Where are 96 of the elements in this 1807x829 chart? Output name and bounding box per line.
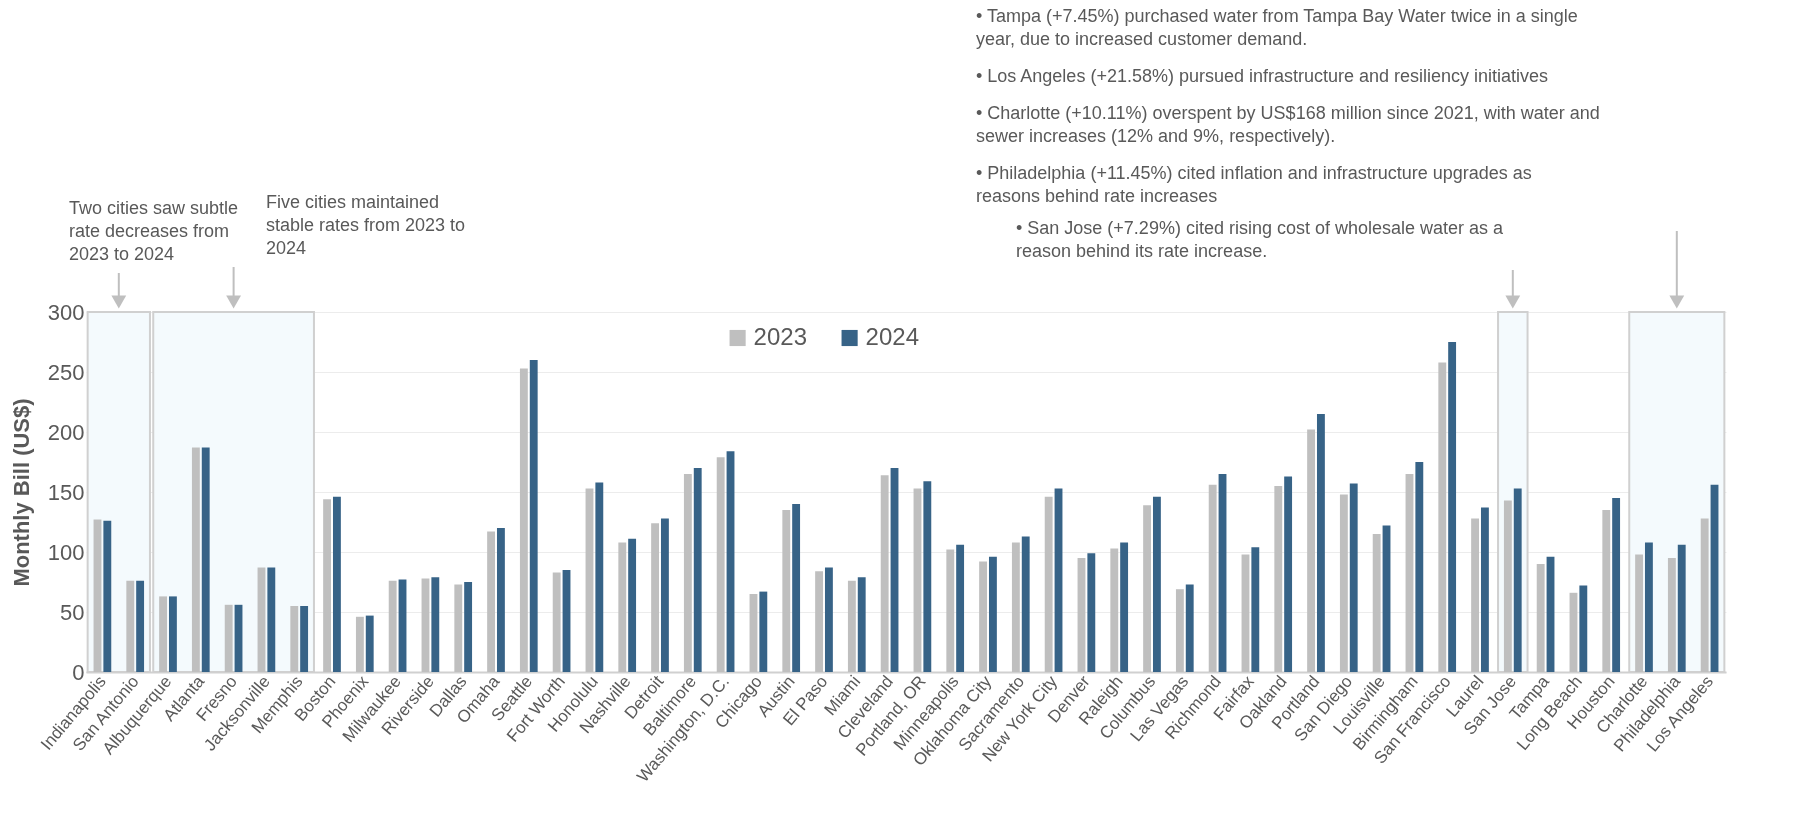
legend-label: 2024 — [865, 323, 919, 350]
bar — [168, 596, 177, 672]
bar — [126, 580, 135, 672]
bar — [946, 549, 955, 672]
bar — [1274, 486, 1283, 672]
bar — [201, 447, 210, 672]
bar — [1448, 342, 1457, 672]
bar — [323, 499, 332, 672]
bar — [267, 567, 276, 672]
text: • Philadelphia (+11.45%) cited inflation and infrastructure upgrades as reasons behind rate increases — [976, 163, 1532, 206]
band-label: Two cities saw subtle rate decreases from 2023 to 2024 — [69, 198, 239, 264]
bar — [1349, 483, 1358, 672]
bar — [332, 496, 341, 672]
bar — [1307, 429, 1316, 672]
bar — [1644, 542, 1653, 672]
y-tick-label: 250 — [47, 359, 85, 385]
bar — [628, 538, 637, 672]
bar — [355, 616, 364, 672]
bar — [1110, 548, 1119, 672]
y-tick-label: 50 — [60, 599, 85, 625]
bar — [1143, 505, 1152, 672]
bar — [464, 582, 473, 672]
bar — [693, 468, 702, 672]
bar — [1579, 585, 1588, 672]
bar — [1612, 498, 1621, 672]
text: • Los Angeles (+21.58%) pursued infrastructure and resiliency initiatives — [976, 66, 1549, 86]
bar — [300, 606, 309, 672]
y-axis-title: Monthly Bill (US$) — [8, 398, 34, 587]
bar — [1471, 518, 1480, 672]
bar — [1438, 362, 1447, 672]
bar — [454, 584, 463, 672]
bar — [224, 604, 233, 672]
y-tick-label: 200 — [47, 419, 85, 445]
bar — [431, 577, 440, 672]
bar — [782, 510, 791, 672]
bar — [1044, 496, 1053, 672]
bar — [1372, 534, 1381, 672]
bar — [595, 482, 604, 672]
bar — [1251, 547, 1260, 672]
bar — [1316, 414, 1325, 672]
bar — [683, 474, 692, 672]
bar — [136, 580, 145, 672]
bar — [1667, 558, 1676, 672]
text: • Charlotte (+10.11%) overspent by US$168 million since 2021, with water and sewer increases (12% and 9%, respectively). — [976, 103, 1600, 146]
bar — [1480, 507, 1489, 672]
bar — [487, 531, 496, 672]
bar — [1284, 476, 1293, 672]
bar — [1415, 462, 1424, 672]
bar — [552, 572, 561, 672]
bar — [880, 475, 889, 672]
bar — [519, 368, 528, 672]
bar — [956, 544, 965, 672]
bar — [1087, 553, 1096, 672]
bar — [388, 580, 397, 672]
bar — [1503, 500, 1512, 672]
bar — [651, 523, 660, 672]
y-tick-label: 100 — [47, 539, 85, 565]
bar — [857, 577, 866, 672]
bar — [979, 561, 988, 672]
bar — [988, 556, 997, 672]
text: • Tampa (+7.45%) purchased water from Tampa Bay Water twice in a single year, due to increased customer demand. — [976, 6, 1578, 49]
bar — [1208, 484, 1217, 672]
bar — [1152, 496, 1161, 672]
bar — [103, 520, 112, 672]
bar — [1185, 584, 1194, 672]
bar — [1536, 564, 1545, 672]
bar — [496, 528, 505, 672]
bar — [529, 360, 538, 672]
bar — [618, 542, 627, 672]
bar — [1021, 536, 1030, 672]
bar — [191, 447, 200, 672]
bar — [1700, 518, 1709, 672]
y-tick-label: 150 — [47, 479, 85, 505]
bar — [290, 606, 299, 672]
bar — [716, 457, 725, 672]
bar — [1677, 544, 1686, 672]
bar — [1602, 510, 1611, 672]
bar — [1120, 542, 1129, 672]
bar — [660, 518, 669, 672]
bar — [923, 481, 932, 672]
band-label: Five cities maintained stable rates from 2023 to 2024 — [266, 192, 466, 258]
bar — [815, 571, 824, 672]
legend-label: 2023 — [753, 323, 807, 350]
band-label: • San Jose (+7.29%) cited rising cost of wholesale water as a reason behind its rate increase. — [1016, 218, 1505, 261]
bar — [759, 591, 768, 672]
bar — [1635, 554, 1644, 672]
bar — [1011, 542, 1020, 672]
bar — [792, 504, 801, 672]
bar — [365, 615, 374, 672]
y-tick-label: 300 — [47, 299, 85, 325]
bar — [847, 580, 856, 672]
bar — [159, 596, 168, 672]
bar — [1513, 488, 1522, 672]
bar — [1339, 494, 1348, 672]
bar — [824, 567, 833, 672]
bar — [1175, 589, 1184, 672]
